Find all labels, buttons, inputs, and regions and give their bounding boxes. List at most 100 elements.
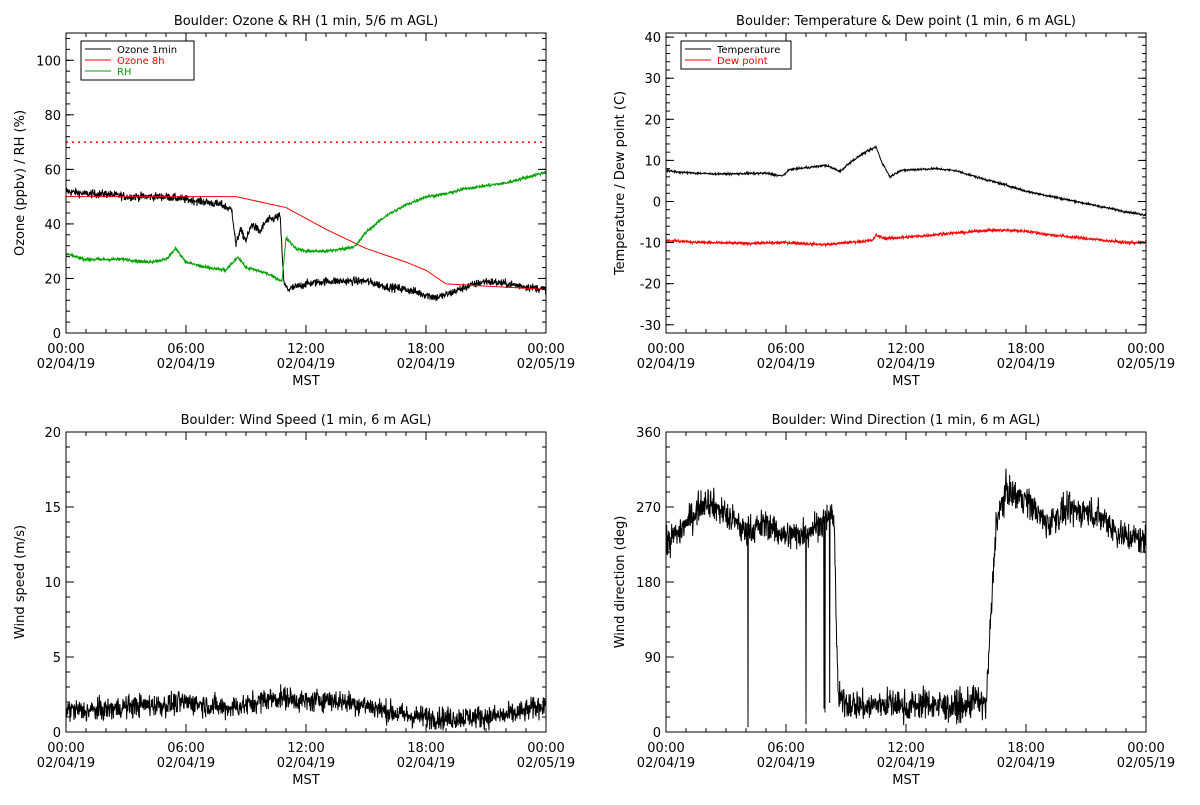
y-tick-label: -10 bbox=[640, 237, 661, 252]
chart-panel-3: Boulder: Wind Speed (1 min, 6 m AGL) 0 5 10… bbox=[13, 413, 575, 788]
x-tick-label-time: 18:00 bbox=[407, 342, 444, 357]
x-tick-label-time: 00:00 bbox=[1127, 741, 1164, 756]
x-tick-label-date: 02/05/19 bbox=[517, 357, 575, 372]
legend-box bbox=[680, 40, 792, 70]
y-axis-label: Wind direction (deg) bbox=[613, 516, 628, 649]
legend-label: RH bbox=[117, 67, 131, 78]
x-tick-label-time: 00:00 bbox=[527, 741, 564, 756]
x-tick-label-date: 02/04/19 bbox=[397, 357, 455, 372]
y-tick-label: -30 bbox=[640, 319, 661, 334]
x-tick-label-date: 02/04/19 bbox=[877, 756, 935, 771]
chart-title: Boulder: Temperature & Dew point (1 min,… bbox=[736, 14, 1076, 29]
x-tick-label-date: 02/04/19 bbox=[37, 756, 95, 771]
x-tick-label-time: 18:00 bbox=[1007, 741, 1044, 756]
y-tick-label: 80 bbox=[44, 109, 61, 124]
x-tick-label-date: 02/04/19 bbox=[277, 357, 335, 372]
series-line-rh bbox=[66, 170, 546, 282]
x-tick-label-time: 06:00 bbox=[167, 342, 204, 357]
x-tick-label-date: 02/05/19 bbox=[1117, 357, 1175, 372]
series-group bbox=[66, 684, 546, 731]
y-tick-label: 180 bbox=[636, 576, 661, 591]
x-tick-label-date: 02/04/19 bbox=[397, 756, 455, 771]
x-tick-label-time: 06:00 bbox=[167, 741, 204, 756]
chart-title: Boulder: Wind Direction (1 min, 6 m AGL) bbox=[772, 413, 1041, 428]
x-tick-label-date: 02/04/19 bbox=[997, 756, 1055, 771]
x-tick-label-time: 12:00 bbox=[287, 741, 324, 756]
x-tick-label-time: 00:00 bbox=[647, 741, 684, 756]
x-tick-label-date: 02/04/19 bbox=[157, 357, 215, 372]
chart-panel-4: Boulder: Wind Direction (1 min, 6 m AGL)… bbox=[613, 413, 1175, 788]
series-group bbox=[666, 144, 1146, 248]
x-tick-label-time: 18:00 bbox=[1007, 342, 1044, 357]
x-axis-label: MST bbox=[892, 773, 919, 788]
x-tick-label-date: 02/04/19 bbox=[997, 357, 1055, 372]
y-tick-label: 90 bbox=[644, 651, 661, 666]
x-tick-label-time: 06:00 bbox=[767, 741, 804, 756]
y-tick-label: 100 bbox=[36, 54, 61, 69]
legend-label: Temperature bbox=[716, 45, 780, 56]
x-tick-label-date: 02/05/19 bbox=[517, 756, 575, 771]
y-tick-label: 360 bbox=[636, 426, 661, 441]
series-line-wind-speed bbox=[66, 684, 546, 731]
x-tick-label-date: 02/04/19 bbox=[37, 357, 95, 372]
x-tick-label-time: 12:00 bbox=[887, 342, 924, 357]
y-tick-label: 5 bbox=[53, 651, 61, 666]
plot-frame bbox=[665, 431, 1147, 733]
x-tick-label-date: 02/04/19 bbox=[757, 756, 815, 771]
y-axis-label: Ozone (ppbv) / RH (%) bbox=[13, 110, 28, 256]
y-tick-label: 0 bbox=[653, 195, 661, 210]
y-tick-label: 30 bbox=[644, 72, 661, 87]
x-tick-label-date: 02/04/19 bbox=[877, 357, 935, 372]
x-tick-label-date: 02/04/19 bbox=[277, 756, 335, 771]
x-tick-label-time: 12:00 bbox=[887, 741, 924, 756]
chart-title: Boulder: Wind Speed (1 min, 6 m AGL) bbox=[181, 413, 432, 428]
chart-title: Boulder: Ozone & RH (1 min, 5/6 m AGL) bbox=[174, 14, 438, 29]
x-tick-label-time: 00:00 bbox=[47, 342, 84, 357]
y-tick-label: 10 bbox=[44, 576, 61, 591]
plot-frame bbox=[65, 431, 547, 733]
y-tick-label: 0 bbox=[653, 726, 661, 741]
x-tick-label-date: 02/04/19 bbox=[637, 756, 695, 771]
y-tick-label: 270 bbox=[636, 501, 661, 516]
x-axis-label: MST bbox=[292, 773, 319, 788]
x-tick-label-time: 00:00 bbox=[647, 342, 684, 357]
x-tick-label-date: 02/04/19 bbox=[637, 357, 695, 372]
x-tick-label-date: 02/05/19 bbox=[1117, 756, 1175, 771]
x-tick-label-date: 02/04/19 bbox=[157, 756, 215, 771]
y-tick-label: 20 bbox=[44, 272, 61, 287]
y-tick-label: 10 bbox=[644, 154, 661, 169]
y-tick-label: 40 bbox=[44, 218, 61, 233]
x-tick-label-time: 00:00 bbox=[47, 741, 84, 756]
series-line-wind-direction bbox=[666, 468, 1146, 728]
chart-panel-1: Boulder: Ozone & RH (1 min, 5/6 m AGL) 02… bbox=[13, 14, 575, 389]
chart-panel-2: Boulder: Temperature & Dew point (1 min,… bbox=[613, 14, 1175, 389]
x-tick-label-time: 12:00 bbox=[287, 342, 324, 357]
x-axis-label: MST bbox=[892, 374, 919, 389]
series-line-temperature bbox=[666, 144, 1146, 218]
y-tick-label: 0 bbox=[53, 726, 61, 741]
legend-label: Ozone 1min bbox=[117, 45, 177, 56]
series-line-ozone-8h bbox=[66, 196, 546, 290]
x-tick-label-time: 00:00 bbox=[1127, 342, 1164, 357]
y-tick-label: 20 bbox=[44, 426, 61, 441]
series-line-ozone-1min bbox=[66, 187, 546, 302]
series-line-dew-point bbox=[666, 227, 1146, 248]
plot-frame bbox=[665, 32, 1147, 334]
legend-label: Dew point bbox=[717, 56, 768, 67]
y-tick-label: 15 bbox=[44, 501, 61, 516]
y-tick-label: 20 bbox=[644, 113, 661, 128]
x-tick-label-date: 02/04/19 bbox=[757, 357, 815, 372]
series-group bbox=[666, 468, 1146, 728]
y-tick-label: 40 bbox=[644, 31, 661, 46]
x-tick-label-time: 06:00 bbox=[767, 342, 804, 357]
y-tick-label: -20 bbox=[640, 278, 661, 293]
y-tick-label: 60 bbox=[44, 163, 61, 178]
x-tick-label-time: 00:00 bbox=[527, 342, 564, 357]
x-tick-label-time: 18:00 bbox=[407, 741, 444, 756]
series-group bbox=[66, 141, 546, 302]
y-axis-label: Temperature / Dew point (C) bbox=[613, 91, 628, 276]
